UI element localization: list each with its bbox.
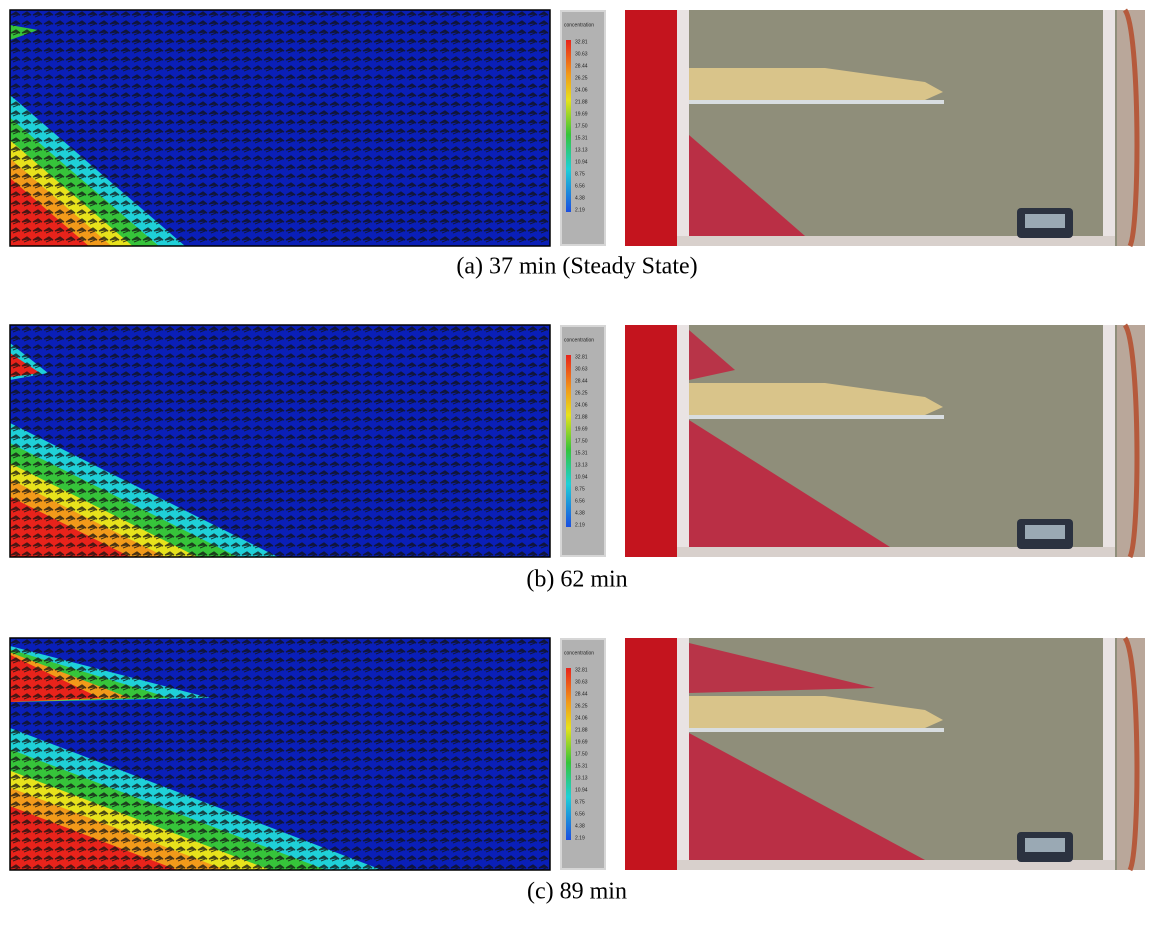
colorbar-label: 19.69: [575, 739, 588, 745]
colorbar-title: concentration: [564, 22, 594, 28]
colorbar-label: 10.94: [575, 787, 588, 793]
figure: concentration 32.81 30.63 28.44 26.25 24.06 21…: [0, 0, 1154, 927]
colorbar-label: 10.94: [575, 474, 588, 480]
colorbar: concentration 32.81 30.63 28.44 26.25 24.06 21…: [560, 325, 606, 557]
colorbar-label: 24.06: [575, 715, 588, 721]
colorbar-scale: [566, 668, 571, 840]
colorbar-label: 28.44: [575, 63, 588, 69]
simulation-panel: [10, 638, 550, 870]
colorbar-label: 2.19: [575, 522, 585, 528]
photo-panel: [625, 638, 1145, 870]
photo-panel: [625, 10, 1145, 246]
colorbar-label: 30.63: [575, 51, 588, 57]
colorbar-label: 19.69: [575, 426, 588, 432]
simulation-panel: [10, 10, 550, 246]
colorbar-label: 6.56: [575, 498, 585, 504]
left-ruler: [677, 638, 689, 870]
caption: (a) 37 min (Steady State): [456, 254, 697, 280]
colorbar-label: 6.56: [575, 811, 585, 817]
colorbar-label: 32.81: [575, 667, 588, 673]
colorbar-label: 8.75: [575, 486, 585, 492]
colorbar-label: 10.94: [575, 159, 588, 165]
colorbar-label: 4.38: [575, 510, 585, 516]
arrow-field: [10, 638, 550, 870]
dye-reservoir: [625, 10, 677, 246]
colorbar: concentration 32.81 30.63 28.44 26.25 24.06 21…: [560, 10, 606, 246]
colorbar-scale: [566, 355, 571, 527]
colorbar-label: 26.25: [575, 390, 588, 396]
colorbar-label: 21.88: [575, 414, 588, 420]
lens-edge: [689, 728, 944, 732]
colorbar-label: 15.31: [575, 450, 588, 456]
caption: (c) 89 min: [527, 879, 627, 905]
colorbar: concentration 32.81 30.63 28.44 26.25 24.06 21…: [560, 638, 606, 870]
colorbar-label: 24.06: [575, 402, 588, 408]
lens-edge: [689, 100, 944, 104]
left-ruler: [677, 10, 689, 246]
timer-screen: [1025, 214, 1065, 228]
colorbar-label: 6.56: [575, 183, 585, 189]
right-ruler: [1103, 10, 1115, 246]
colorbar-label: 2.19: [575, 835, 585, 841]
colorbar-label: 4.38: [575, 195, 585, 201]
dye-reservoir: [625, 325, 677, 557]
colorbar-label: 19.69: [575, 111, 588, 117]
colorbar-label: 21.88: [575, 727, 588, 733]
colorbar-label: 32.81: [575, 354, 588, 360]
figure-row: concentration 32.81 30.63 28.44 26.25 24.06 21…: [10, 638, 1145, 870]
colorbar-label: 24.06: [575, 87, 588, 93]
colorbar-label: 13.13: [575, 775, 588, 781]
photo-panel: [625, 325, 1145, 557]
colorbar-label: 15.31: [575, 763, 588, 769]
colorbar-label: 30.63: [575, 679, 588, 685]
colorbar-label: 28.44: [575, 378, 588, 384]
timer-screen: [1025, 525, 1065, 539]
colorbar-title: concentration: [564, 337, 594, 343]
colorbar-label: 13.13: [575, 462, 588, 468]
figure-row: concentration 32.81 30.63 28.44 26.25 24.06 21…: [10, 10, 1145, 246]
colorbar-label: 21.88: [575, 99, 588, 105]
timer-screen: [1025, 838, 1065, 852]
left-ruler: [677, 325, 689, 557]
dye-reservoir: [625, 638, 677, 870]
colorbar-label: 8.75: [575, 171, 585, 177]
colorbar-label: 17.50: [575, 751, 588, 757]
simulation-panel: [10, 325, 550, 557]
colorbar-label: 26.25: [575, 75, 588, 81]
colorbar-label: 15.31: [575, 135, 588, 141]
right-ruler: [1103, 638, 1115, 870]
colorbar-label: 8.75: [575, 799, 585, 805]
colorbar-label: 28.44: [575, 691, 588, 697]
right-ruler: [1103, 325, 1115, 557]
colorbar-label: 2.19: [575, 207, 585, 213]
colorbar-label: 32.81: [575, 39, 588, 45]
lens-edge: [689, 415, 944, 419]
colorbar-label: 4.38: [575, 823, 585, 829]
colorbar-label: 26.25: [575, 703, 588, 709]
arrow-field: [10, 10, 550, 246]
colorbar-label: 30.63: [575, 366, 588, 372]
arrow-field: [10, 325, 550, 557]
colorbar-label: 17.50: [575, 123, 588, 129]
colorbar-label: 17.50: [575, 438, 588, 444]
colorbar-label: 13.13: [575, 147, 588, 153]
figure-row: concentration 32.81 30.63 28.44 26.25 24.06 21…: [10, 325, 1145, 557]
colorbar-title: concentration: [564, 650, 594, 656]
colorbar-scale: [566, 40, 571, 212]
caption: (b) 62 min: [526, 567, 627, 593]
